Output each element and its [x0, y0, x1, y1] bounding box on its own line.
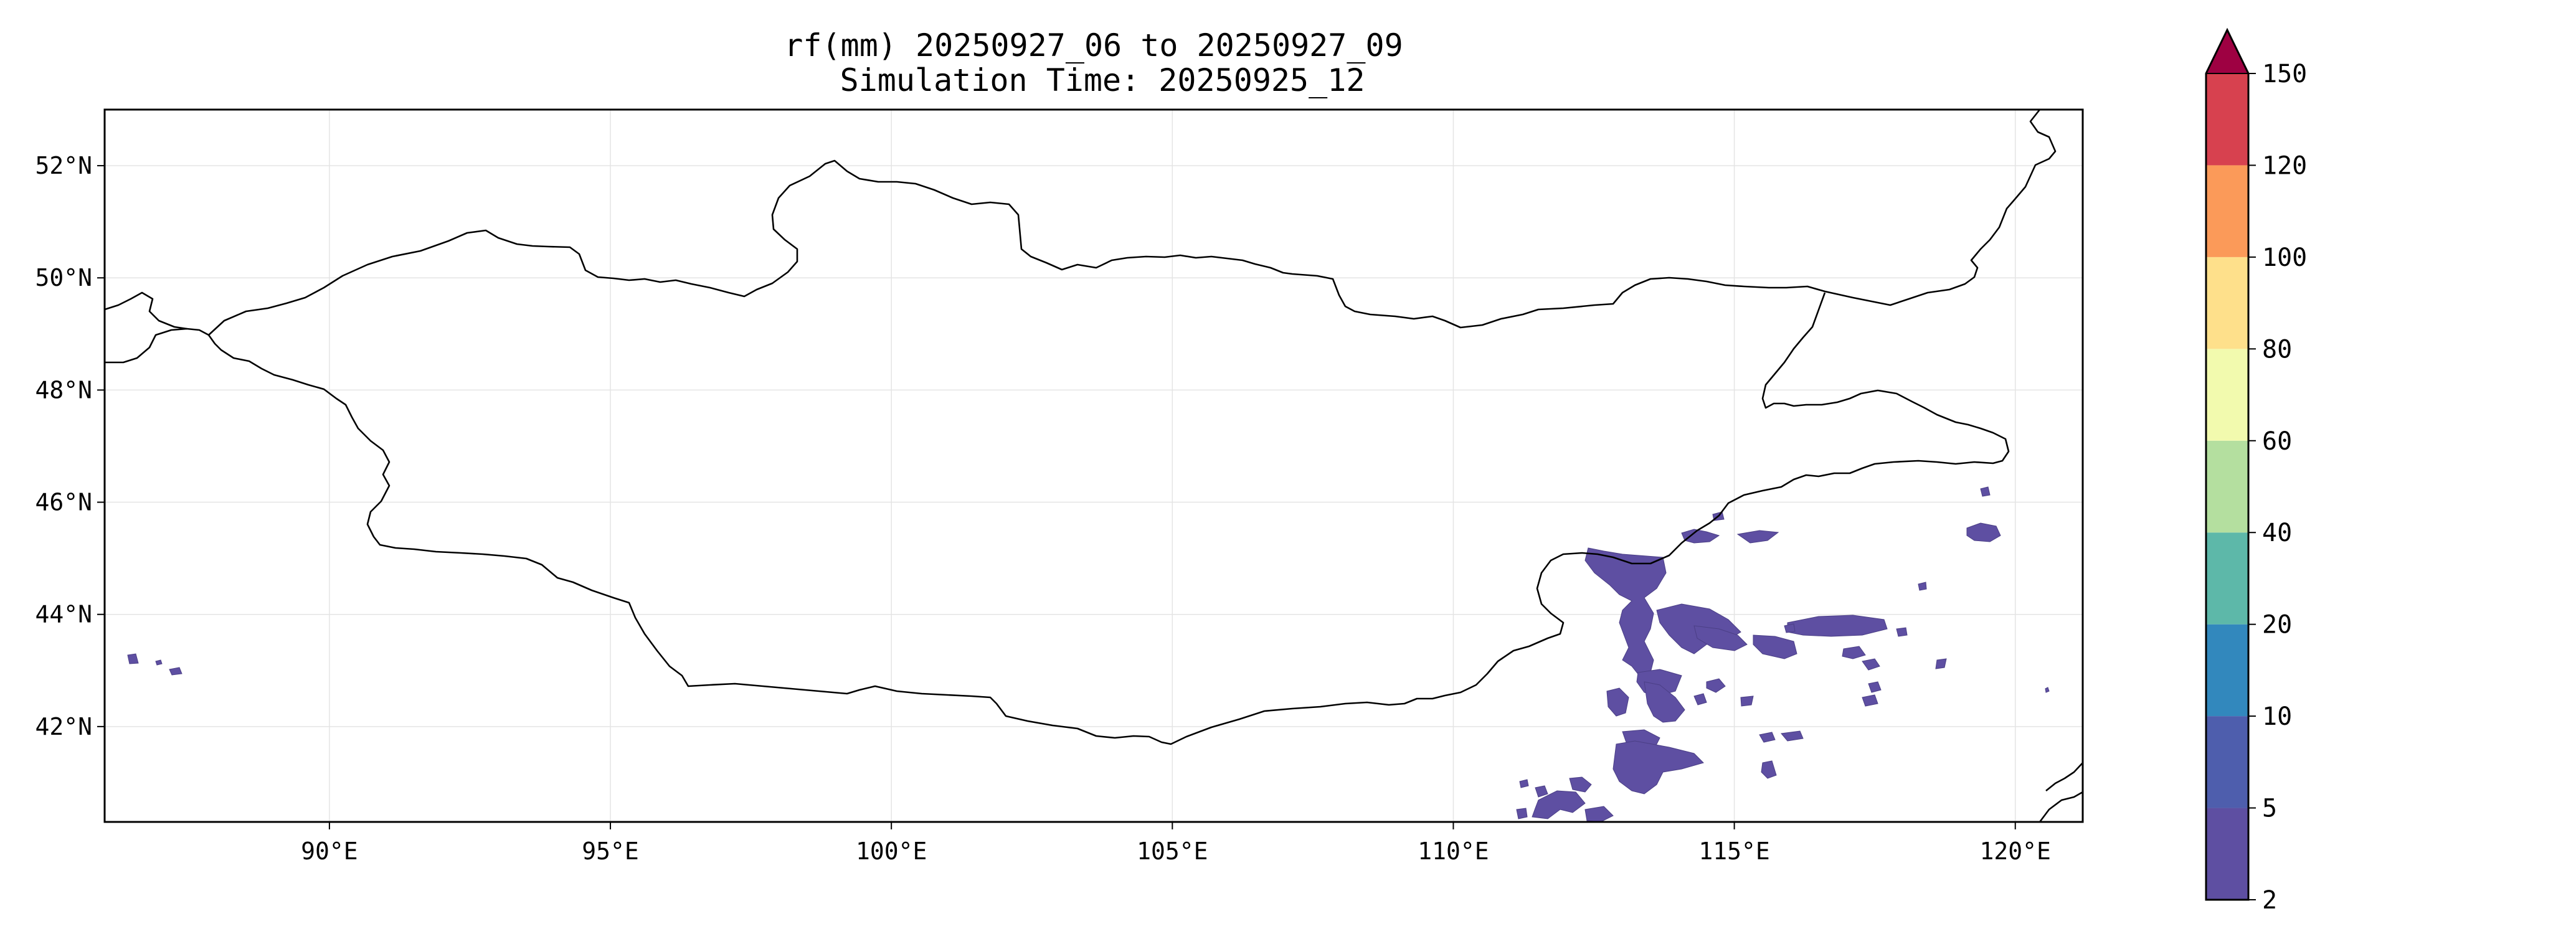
- rain-patch: [1584, 806, 1614, 823]
- tick-label-lon: 120°E: [1980, 837, 2051, 865]
- rain-patch: [1535, 785, 1548, 798]
- tick-label-lat: 48°N: [35, 376, 92, 403]
- rain-patch: [1868, 681, 1882, 693]
- map-frame: [103, 108, 2084, 823]
- tick-label-lat: 42°N: [35, 713, 92, 740]
- rain-patch: [2045, 687, 2050, 693]
- colorbar-extend-max: [2205, 28, 2250, 74]
- rain-patch: [1681, 529, 1720, 544]
- rain-patch: [1842, 646, 1866, 659]
- tick-label-lat: 50°N: [35, 264, 92, 291]
- mongolia-border: [208, 108, 2057, 336]
- longitude-labels: 90°E 95°E 100°E 105°E 110°E 115°E 120°E: [301, 822, 2051, 865]
- colorbar-label: 150: [2262, 60, 2307, 88]
- rain-patch: [1918, 582, 1927, 591]
- colorbar-label: 2: [2262, 886, 2277, 915]
- rain-patch: [1761, 760, 1777, 779]
- rain-patch: [1736, 530, 1779, 544]
- tick-label-lat: 52°N: [35, 152, 92, 179]
- rain-patch: [1740, 696, 1754, 707]
- rain-patch: [1896, 627, 1908, 637]
- tick-label-lon: 110°E: [1418, 837, 1489, 865]
- title-line-1: rf(mm) 20250927_06 to 20250927_09: [784, 27, 1403, 64]
- rain-patch: [1980, 486, 1991, 497]
- rain-patch: [1644, 681, 1685, 723]
- rain-patch: [1693, 625, 1748, 651]
- colorbar-segment: [2206, 532, 2248, 625]
- rain-patch: [1532, 790, 1586, 819]
- colorbar-segment: [2206, 624, 2248, 717]
- tick-label-lat: 46°N: [35, 489, 92, 516]
- tick-label-lon: 115°E: [1698, 837, 1769, 865]
- tick-label-lon: 105°E: [1137, 837, 1208, 865]
- mongolia-border: [207, 292, 2010, 745]
- rain-patch: [1862, 694, 1878, 707]
- rain-patch: [1862, 658, 1880, 671]
- title-line-2: Simulation Time: 20250925_12: [840, 62, 1365, 98]
- tick-label-lon: 95°E: [582, 837, 639, 865]
- rain-patch: [1569, 776, 1592, 793]
- rain-patch: [1753, 634, 1797, 659]
- rain-patch: [1787, 615, 1888, 637]
- colorbar-label: 80: [2262, 335, 2292, 364]
- tick-label-lon: 100°E: [856, 837, 927, 865]
- country-boundaries: [104, 108, 2083, 823]
- latitude-labels: 52°N 50°N 48°N 46°N 44°N 42°N: [35, 152, 105, 740]
- rain-patch: [1759, 732, 1776, 743]
- rain-patch: [1781, 730, 1804, 742]
- map-panel: [103, 108, 2084, 823]
- colorbar-label: 100: [2262, 243, 2307, 272]
- rain-patch: [1706, 678, 1726, 693]
- colorbar-label: 20: [2262, 611, 2292, 639]
- rain-patch: [1935, 658, 1947, 669]
- rain-patch: [155, 659, 163, 666]
- coastline-northeast: [2039, 791, 2083, 823]
- tick-label-lat: 44°N: [35, 601, 92, 628]
- rain-patch: [1784, 623, 1796, 633]
- rain-patch: [1606, 687, 1629, 717]
- colorbar-segment: [2206, 440, 2248, 533]
- rain-patch: [169, 667, 182, 676]
- rain-patch: [1966, 522, 2001, 542]
- rain-patch: [1693, 693, 1707, 705]
- colorbar-segment: [2206, 716, 2248, 808]
- rain-patch: [1519, 779, 1529, 788]
- colorbar-label: 120: [2262, 151, 2307, 180]
- colorbar-segment: [2206, 165, 2248, 257]
- western-border: [105, 328, 209, 364]
- colorbar: 2 5 10 20 40 60 80 100 120 150: [2205, 27, 2307, 915]
- coastline-northeast: [2045, 762, 2083, 792]
- colorbar-label: 60: [2262, 427, 2292, 456]
- map-background: [105, 110, 2083, 822]
- colorbar-segment: [2206, 257, 2248, 349]
- colorbar-segment: [2206, 808, 2248, 900]
- colorbar-outline: [2205, 27, 2250, 901]
- colorbar-label: 10: [2262, 702, 2292, 731]
- rain-patch: [127, 653, 139, 664]
- colorbar-segment: [2206, 349, 2248, 441]
- colorbar-label: 5: [2262, 795, 2277, 823]
- gridlines: [105, 110, 2083, 822]
- rain-patch: [1612, 740, 1704, 795]
- rain-patch: [1516, 808, 1528, 819]
- colorbar-segment: [2206, 73, 2248, 166]
- rainfall-shading: [127, 486, 2050, 823]
- colorbar-label: 40: [2262, 519, 2292, 547]
- western-border: [104, 291, 187, 330]
- tick-label-lon: 90°E: [301, 837, 358, 865]
